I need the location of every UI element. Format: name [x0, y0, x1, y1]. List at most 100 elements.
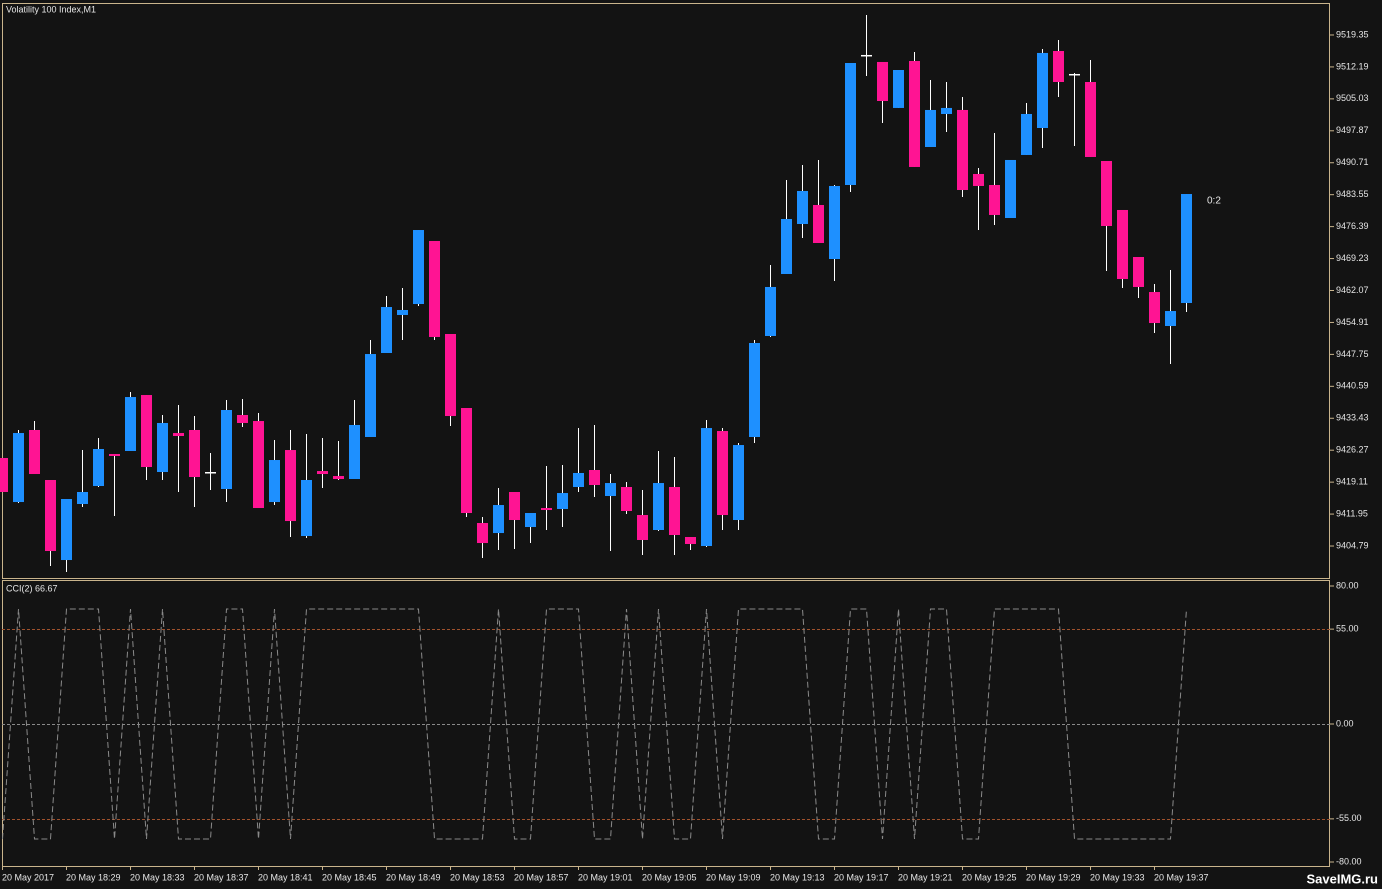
candle-body: [989, 185, 1000, 215]
candle-body: [1149, 292, 1160, 324]
y-tick-label: 9447.75: [1336, 349, 1369, 359]
candle-body: [797, 190, 808, 224]
y-tick-label: 9519.35: [1336, 29, 1369, 39]
x-tick-label: 20 May 19:25: [962, 872, 1017, 882]
candle-body: [813, 204, 824, 243]
candle-body: [173, 433, 184, 437]
candle-body: [573, 472, 584, 487]
x-tick-label: 20 May 18:53: [450, 872, 505, 882]
candle-body: [877, 61, 888, 102]
y-tick-label: -55.00: [1336, 813, 1362, 823]
x-tick-label: 20 May 18:33: [130, 872, 185, 882]
x-tick-label: 20 May 18:41: [258, 872, 313, 882]
y-tick-label: 9411.95: [1336, 508, 1368, 518]
candle-body: [605, 483, 616, 497]
y-tick-label: 9454.91: [1336, 317, 1369, 327]
candle-body: [301, 479, 312, 537]
candle-body: [557, 493, 568, 509]
candle-body: [541, 508, 552, 511]
y-tick-label: 9419.11: [1336, 477, 1368, 487]
candle-body: [781, 218, 792, 274]
x-tick-label: 20 May 19:13: [770, 872, 825, 882]
candle-body: [941, 107, 952, 114]
candle-body: [0, 458, 8, 492]
candle-body: [733, 445, 744, 521]
candle-body: [1165, 311, 1176, 327]
candle-body: [669, 486, 680, 535]
x-tick-label: 20 May 18:57: [514, 872, 569, 882]
x-tick-label: 20 May 18:49: [386, 872, 441, 882]
candle-body: [493, 505, 504, 534]
x-tick-label: 20 May 19:01: [578, 872, 633, 882]
chart-title: Volatility 100 Index,M1: [6, 4, 96, 14]
y-tick-label: 9426.27: [1336, 445, 1369, 455]
candle-body: [909, 60, 920, 167]
x-tick-label: 20 May 18:45: [322, 872, 377, 882]
candle-body: [237, 415, 248, 423]
candle-body: [445, 333, 456, 417]
candle-body: [365, 354, 376, 437]
candle-body: [429, 240, 440, 337]
candle-body: [349, 424, 360, 480]
candle-body: [397, 309, 408, 315]
candle-body: [637, 515, 648, 540]
y-tick-label: 9490.71: [1336, 157, 1369, 167]
candle-body: [61, 498, 72, 561]
candle-body: [1181, 194, 1192, 303]
candle-body: [317, 471, 328, 475]
candle-body: [749, 343, 760, 437]
candle-body: [845, 62, 856, 186]
candle-body: [413, 230, 424, 305]
main-panel-frame: [2, 3, 1330, 579]
y-tick-label: 9505.03: [1336, 93, 1369, 103]
candle-body: [765, 286, 776, 337]
candle-body: [701, 428, 712, 547]
candle-body: [861, 54, 872, 57]
y-tick-label: 9462.07: [1336, 285, 1369, 295]
x-tick-label: 20 May 19:05: [642, 872, 697, 882]
candle-body: [253, 421, 264, 509]
y-tick-label: -80.00: [1336, 856, 1362, 866]
y-tick-label: 9483.55: [1336, 189, 1369, 199]
indicator-title: CCI(2) 66.67: [6, 583, 58, 593]
candle-body: [333, 476, 344, 480]
x-tick-label: 20 May 18:37: [194, 872, 249, 882]
timer-label: 0:2: [1207, 196, 1221, 207]
candle-body: [189, 429, 200, 478]
candle-body: [1037, 52, 1048, 128]
x-tick-label: 20 May 19:37: [1154, 872, 1209, 882]
candle-body: [1069, 73, 1080, 76]
y-tick-label: 9469.23: [1336, 253, 1369, 263]
candle-body: [13, 433, 24, 503]
candle-body: [77, 491, 88, 504]
candle-body: [893, 70, 904, 108]
y-tick-label: 80.00: [1336, 580, 1359, 590]
candle-body: [461, 407, 472, 514]
candle-body: [685, 537, 696, 545]
candle-body: [93, 448, 104, 487]
y-tick-label: 0.00: [1336, 718, 1354, 728]
candle-body: [29, 429, 40, 475]
x-tick-label: 20 May 2017: [2, 872, 54, 882]
cci-panel-frame: [2, 580, 1330, 867]
candle-body: [1053, 50, 1064, 83]
watermark: SaveIMG.ru: [1306, 871, 1378, 886]
candle-body: [717, 431, 728, 516]
y-tick-label: 9433.43: [1336, 413, 1369, 423]
candle-body: [925, 109, 936, 147]
candle-body: [125, 397, 136, 452]
candle-body: [1101, 161, 1112, 226]
x-tick-label: 20 May 19:09: [706, 872, 761, 882]
candle-body: [957, 109, 968, 190]
candle-body: [157, 422, 168, 473]
candle-body: [589, 470, 600, 485]
x-tick-label: 20 May 19:21: [898, 872, 953, 882]
candle-body: [205, 472, 216, 474]
y-tick-label: 9404.79: [1336, 540, 1369, 550]
candle-body: [973, 173, 984, 186]
candle-body: [381, 307, 392, 353]
candle-body: [1133, 256, 1144, 287]
candle-body: [1085, 82, 1096, 157]
